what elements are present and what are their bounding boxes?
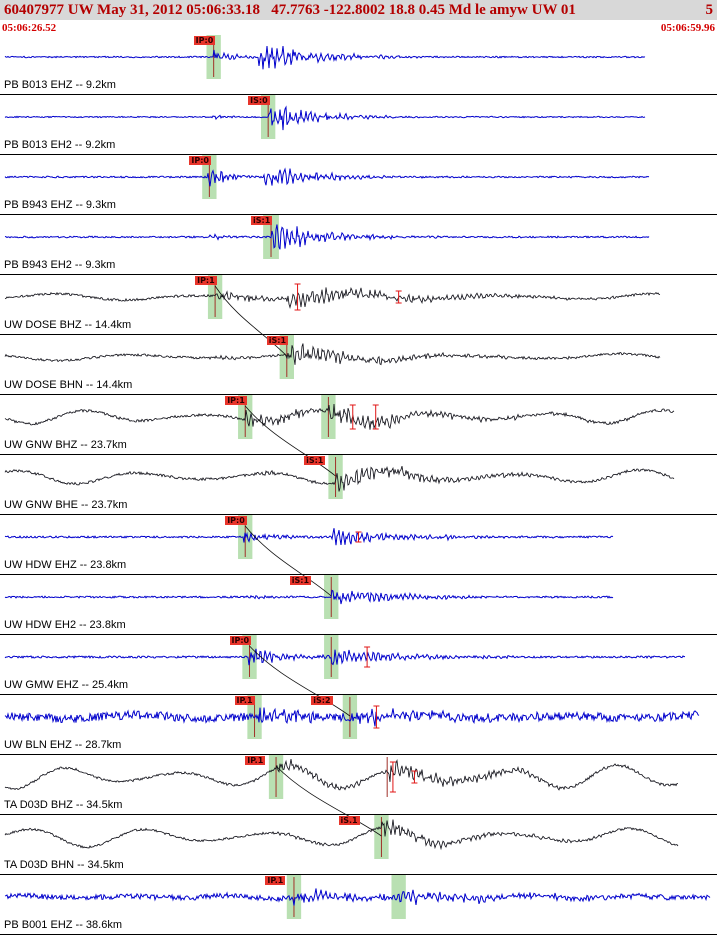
trace-panel-D03D-BHZ[interactable]: IP.1 TA D03D BHZ -- 34.5km (0, 755, 717, 815)
seismogram-trace (4, 759, 678, 791)
seismogram-trace (4, 648, 686, 666)
waveform-D03D-BHZ[interactable] (0, 755, 717, 799)
seismogram-trace (4, 224, 650, 250)
waveform-DOSE-BHN[interactable] (0, 335, 717, 379)
pick-error-bar[interactable] (294, 283, 301, 311)
seismogram-trace (4, 589, 614, 605)
pick-flag[interactable]: IP.1 (234, 696, 255, 705)
seismogram-trace (4, 888, 711, 906)
pick-flag[interactable]: IP:0 (193, 36, 216, 45)
seismogram-trace (4, 343, 661, 366)
seismogram-trace (4, 528, 614, 546)
event-summary-text: 60407977 UW May 31, 2012 05:06:33.18 47.… (4, 1, 576, 18)
trace-panel-BLN-EHZ[interactable]: IP.1 iS:2 UW BLN EHZ -- 28.7km (0, 695, 717, 755)
trace-panel-GMW-EHZ[interactable]: IP:0 UW GMW EHZ -- 25.4km (0, 635, 717, 695)
trace-label: PB B943 EH2 -- 9.3km (0, 259, 717, 275)
trace-panel-DOSE-BHN[interactable]: iS:1 UW DOSE BHN -- 14.4km (0, 335, 717, 395)
trace-label: PB B013 EHZ -- 9.2km (0, 79, 717, 95)
trace-label: UW DOSE BHZ -- 14.4km (0, 319, 717, 335)
window-end-time: 05:06:59.96 (660, 21, 715, 34)
pick-error-bar[interactable] (395, 290, 402, 304)
pick-flag[interactable]: IP.1 (265, 876, 286, 885)
trace-panel-B001-EHZ[interactable]: IP.1 PB B001 EHZ -- 38.6km (0, 875, 717, 935)
seismogram-trace (4, 45, 646, 70)
pick-flag[interactable]: IP:0 (189, 156, 211, 165)
pick-flag[interactable]: IP:1 (195, 276, 217, 285)
trace-label: PB B001 EHZ -- 38.6km (0, 919, 717, 935)
seismogram-trace (4, 403, 675, 430)
trace-label: UW HDW EH2 -- 23.8km (0, 619, 717, 635)
pick-flag[interactable]: iS:2 (311, 696, 333, 705)
trace-label: TA D03D BHZ -- 34.5km (0, 799, 717, 815)
trace-label: PB B013 EH2 -- 9.2km (0, 139, 717, 155)
waveform-GNW-BHE[interactable] (0, 455, 717, 499)
trace-panel-D03D-BHN[interactable]: iS.1 TA D03D BHN -- 34.5km (0, 815, 717, 875)
waveform-GNW-BHZ[interactable] (0, 395, 717, 439)
waveform-GMW-EHZ[interactable] (0, 635, 717, 679)
waveform-HDW-EH2[interactable] (0, 575, 717, 619)
trace-label: UW DOSE BHN -- 14.4km (0, 379, 717, 395)
trace-panel-B013-EH2[interactable]: IS:0 PB B013 EH2 -- 9.2km (0, 95, 717, 155)
trace-panel-B943-EHZ[interactable]: IP:0 PB B943 EHZ -- 9.3km (0, 155, 717, 215)
pick-flag[interactable]: IP:1 (225, 396, 247, 405)
pick-error-bar[interactable] (389, 761, 396, 793)
pick-flag[interactable]: IP:0 (229, 636, 252, 645)
waveform-B013-EHZ[interactable] (0, 35, 717, 79)
pick-flag[interactable]: iS.1 (338, 816, 360, 825)
pick-flag[interactable]: iS:1 (251, 216, 273, 225)
waveform-B001-EHZ[interactable] (0, 875, 717, 919)
trace-label: TA D03D BHN -- 34.5km (0, 859, 717, 875)
seismogram-trace (4, 707, 700, 727)
trace-panel-B943-EH2[interactable]: iS:1 PB B943 EH2 -- 9.3km (0, 215, 717, 275)
pick-flag[interactable]: iS:1 (266, 336, 289, 345)
window-start-time: 05:06:26.52 (2, 21, 57, 34)
trace-panel-GNW-BHE[interactable]: iS:1 UW GNW BHE -- 23.7km (0, 455, 717, 515)
waveform-B013-EH2[interactable] (0, 95, 717, 139)
pick-error-bar[interactable] (411, 770, 418, 784)
seismogram-trace (4, 167, 650, 187)
pick-error-bar[interactable] (355, 531, 362, 543)
waveform-B943-EHZ[interactable] (0, 155, 717, 199)
pick-flag[interactable]: iS:1 (304, 456, 326, 465)
pick-window-band (391, 875, 406, 919)
pick-error-bar[interactable] (364, 646, 371, 668)
waveform-DOSE-BHZ[interactable] (0, 275, 717, 319)
seismogram-trace (4, 286, 661, 309)
trace-list: IP:0 PB B013 EHZ -- 9.2km IS:0 PB B013 EH2 … (0, 35, 717, 935)
seismogram-trace (4, 105, 646, 131)
waveform-B943-EH2[interactable] (0, 215, 717, 259)
seismogram-trace (4, 819, 679, 851)
trace-label: UW GNW BHZ -- 23.7km (0, 439, 717, 455)
trace-label: UW GMW EHZ -- 25.4km (0, 679, 717, 695)
trace-label: PB B943 EHZ -- 9.3km (0, 199, 717, 215)
trace-panel-HDW-EH2[interactable]: iS:1 UW HDW EH2 -- 23.8km (0, 575, 717, 635)
pick-error-bar[interactable] (372, 404, 379, 430)
trace-label: UW BLN EHZ -- 28.7km (0, 739, 717, 755)
trace-label: UW HDW EHZ -- 23.8km (0, 559, 717, 575)
seismogram-trace (4, 465, 675, 492)
trace-label: UW GNW BHE -- 23.7km (0, 499, 717, 515)
trace-panel-B013-EHZ[interactable]: IP:0 PB B013 EHZ -- 9.2km (0, 35, 717, 95)
pick-flag[interactable]: IS:0 (248, 96, 270, 105)
pick-flag[interactable]: IP:0 (225, 516, 247, 525)
pick-error-bar[interactable] (349, 404, 356, 430)
waveform-BLN-EHZ[interactable] (0, 695, 717, 739)
time-window-row: 05:06:26.52 05:06:59.96 (0, 20, 717, 35)
pick-flag[interactable]: IP.1 (245, 756, 266, 765)
trace-panel-GNW-BHZ[interactable]: IP:1 UW GNW BHZ -- 23.7km (0, 395, 717, 455)
event-header-fragment: 5 (705, 1, 714, 18)
pick-error-bar[interactable] (373, 705, 380, 729)
trace-panel-DOSE-BHZ[interactable]: IP:1 UW DOSE BHZ -- 14.4km (0, 275, 717, 335)
trace-panel-HDW-EHZ[interactable]: IP:0 UW HDW EHZ -- 23.8km (0, 515, 717, 575)
event-header-bar: 60407977 UW May 31, 2012 05:06:33.18 47.… (0, 0, 717, 20)
waveform-HDW-EHZ[interactable] (0, 515, 717, 559)
pick-flag[interactable]: iS:1 (289, 576, 312, 585)
